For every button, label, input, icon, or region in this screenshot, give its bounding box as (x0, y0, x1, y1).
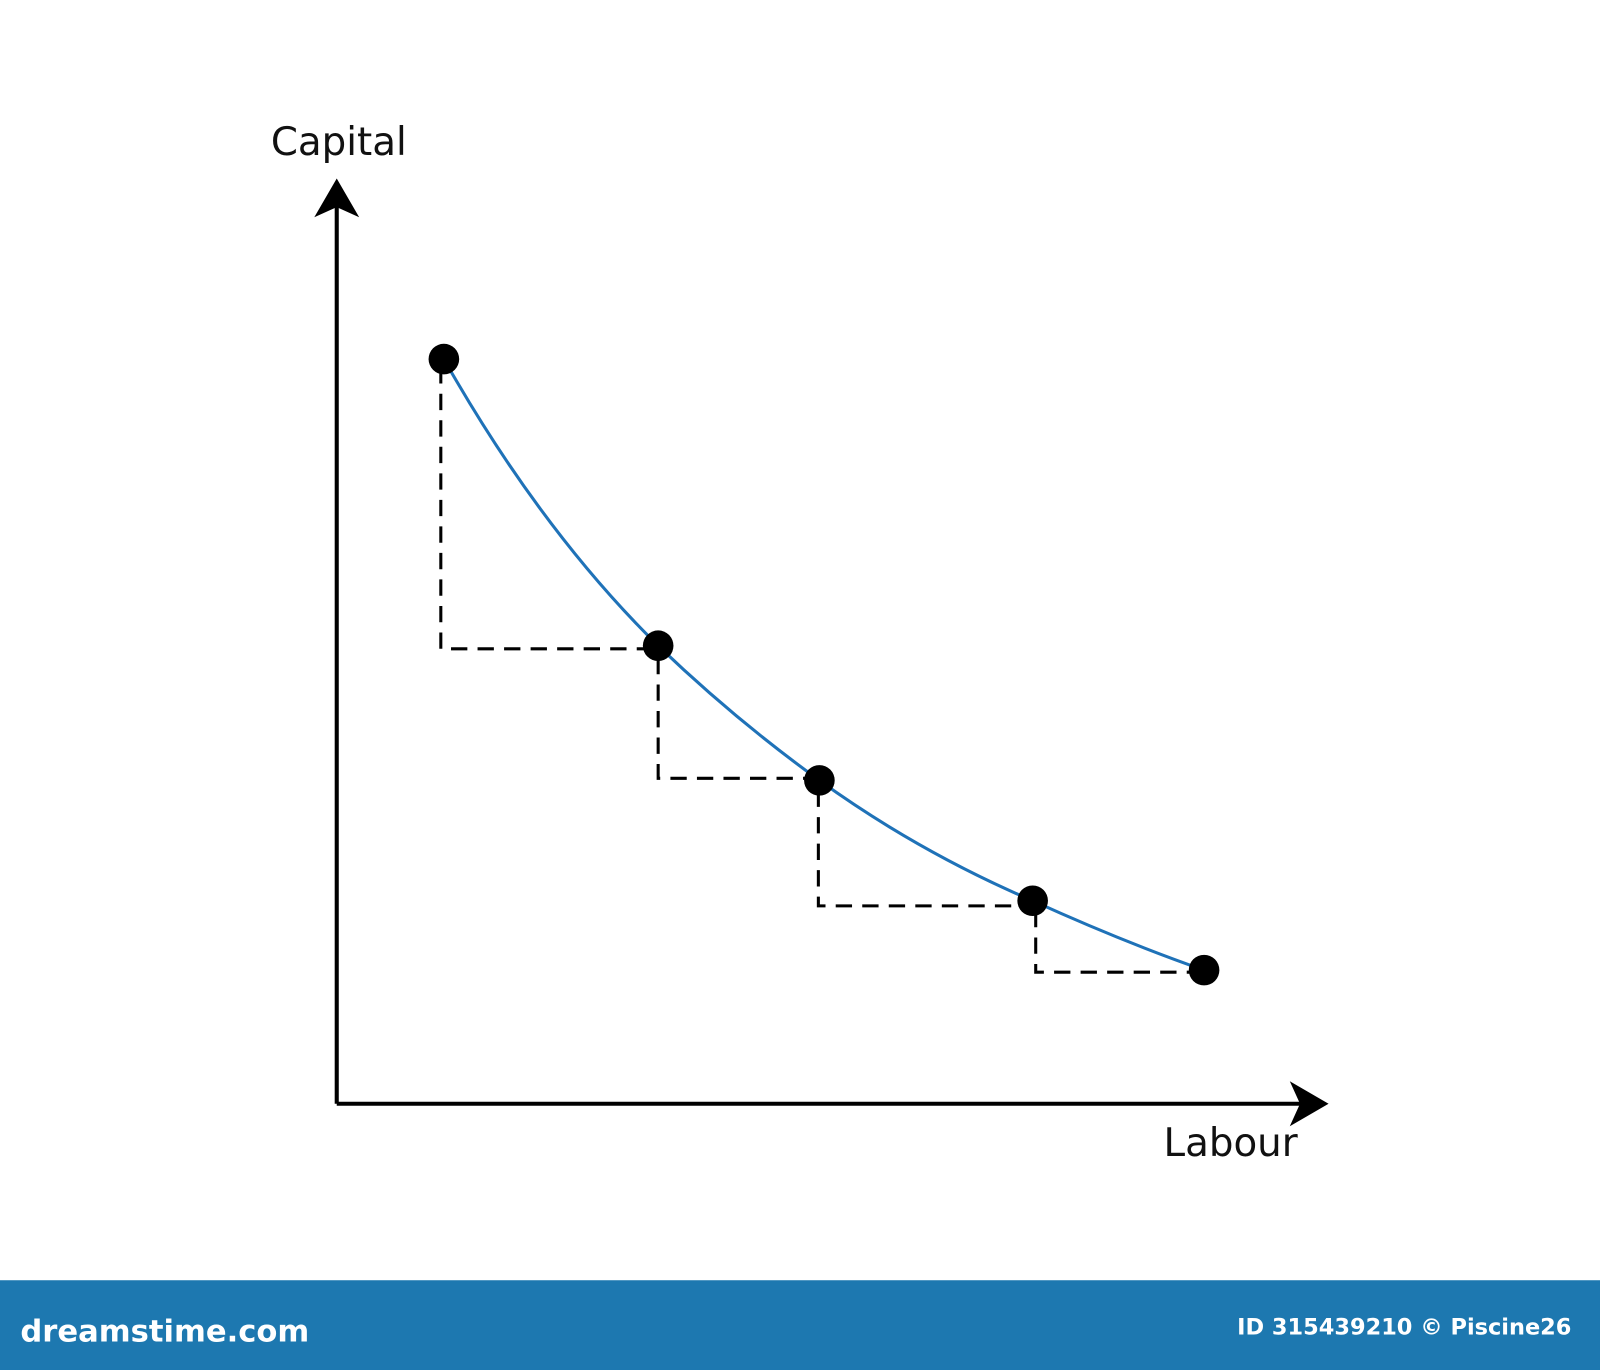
footer-brand: dreamstime.com (20, 1314, 309, 1349)
point (804, 765, 835, 796)
y-axis-arrow (314, 178, 360, 218)
step (439, 367, 659, 651)
steps (439, 367, 1205, 974)
point (428, 343, 460, 375)
point (1017, 885, 1048, 917)
x-axis-arrow (1289, 1081, 1329, 1127)
footer-bar (0, 1280, 1600, 1370)
step (656, 657, 820, 780)
points (428, 343, 1220, 986)
point (1188, 954, 1220, 986)
step (1034, 910, 1205, 974)
x-axis-label: Labour (1164, 1121, 1298, 1166)
point (642, 630, 674, 662)
footer-credit: ID 315439210 © Piscine26 (1237, 1314, 1571, 1340)
y-axis-label: Capital (271, 120, 407, 165)
step (816, 790, 1033, 908)
